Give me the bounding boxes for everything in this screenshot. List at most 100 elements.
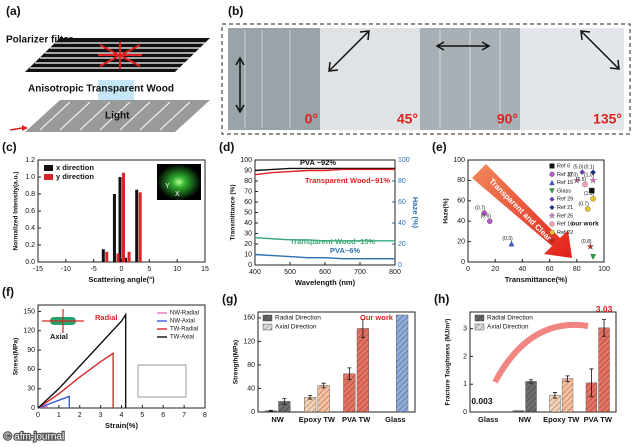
y-tick-label: 0.0 (25, 259, 35, 266)
legend-marker (549, 196, 555, 202)
y-tick-label: 3 (463, 326, 467, 333)
x-tick-label: 60 (546, 266, 554, 273)
x-tick-label: 40 (519, 266, 527, 273)
y2-tick-label: 80 (398, 178, 406, 185)
x-axis-label: Scattering angle(°) (88, 275, 155, 284)
y-tick-label: 1.0 (25, 174, 35, 181)
bar (135, 189, 139, 262)
strain-arrows (42, 309, 84, 333)
value-label: 3.03 (596, 304, 613, 314)
x-axis-label: Transmittance(%) (505, 275, 568, 284)
light-stripes (39, 101, 191, 131)
y-tick-label: 40 (457, 218, 465, 225)
x-tick-label: 400 (249, 269, 261, 276)
x-tick-label: PVA TW (342, 415, 371, 424)
x-tick-label: 500 (284, 269, 296, 276)
legend-marker (549, 204, 555, 211)
polarizer-text: Polarizer filter (6, 35, 73, 46)
point (589, 187, 595, 194)
point (586, 242, 595, 250)
plot-frame (254, 159, 396, 266)
annotation: PVA ~92% (300, 158, 336, 167)
legend-label: Ref 6 (557, 163, 570, 169)
legend-label: Glass (557, 188, 571, 194)
bar-hatch (304, 397, 316, 412)
x-tick-label: 700 (354, 269, 366, 276)
y-tick-label: 120 (23, 328, 35, 335)
y-tick-label: 60 (244, 199, 252, 206)
y-tick-label: 160 (243, 315, 255, 322)
error-bar (360, 319, 365, 338)
annotation: Transparent Wood~91% (305, 176, 390, 185)
x-axis-label: Strain(%) (105, 421, 138, 430)
y-tick-label: 120 (243, 338, 255, 345)
inset-image (157, 164, 201, 200)
x-tick-label: 100 (598, 266, 610, 273)
x-tick-label: Epoxy TW (543, 415, 580, 424)
x-tick-label: 0 (36, 412, 40, 419)
legend-hatch (475, 315, 484, 321)
point (584, 206, 591, 212)
legend-marker (549, 229, 555, 235)
series-line (37, 395, 71, 409)
x-tick-label: NW (271, 415, 284, 424)
legend-label: y direction (56, 172, 94, 181)
legend-label: TW-Axial (170, 335, 194, 341)
plot-frame (467, 159, 605, 263)
error-bar (347, 367, 352, 381)
x-tick-label: NW (519, 415, 532, 424)
y-axis-label: Stress(MPa) (13, 338, 20, 376)
error-bar (321, 382, 326, 389)
panel-b: (b) (221, 4, 631, 135)
angle-label: 135° (593, 111, 622, 127)
x-tick-label: 4 (120, 412, 124, 419)
x-tick-label: -10 (61, 266, 71, 273)
error-bar (282, 398, 287, 405)
y-tick-label: 40 (247, 385, 255, 392)
y-tick-label: 80 (247, 362, 255, 369)
legend-swatch (44, 165, 53, 171)
y2-tick-label: 60 (398, 199, 406, 206)
frame (221, 23, 631, 135)
point (582, 181, 588, 188)
x-tick-label: 5 (147, 266, 151, 273)
error-bar (602, 319, 607, 337)
point-label: (1.0) (584, 173, 595, 179)
y-tick-label: 90 (27, 347, 35, 354)
bar-hatch (562, 378, 574, 412)
watermark: © afm-journal (4, 432, 64, 443)
x-tick-label: 7 (182, 412, 186, 419)
panel-label: (e) (432, 140, 447, 154)
y2-axis-label: Haze (%) (411, 197, 420, 229)
legend-marker (549, 179, 555, 186)
panel-label: (h) (434, 292, 449, 306)
legend-label: Radial Direction (275, 315, 321, 322)
legend-hatch (263, 315, 272, 321)
y2-tick-label: 100 (398, 157, 410, 164)
y-tick-label: 100 (240, 157, 252, 164)
bar-hatch (357, 328, 369, 412)
angle-label: 90° (497, 111, 518, 127)
x-tick-label: Epoxy TW (299, 415, 336, 424)
y-tick-label: 80 (457, 177, 465, 184)
y-tick-label: 30 (27, 386, 35, 393)
point (481, 210, 488, 216)
panel-label: (a) (6, 4, 21, 18)
x-tick-label: Glass (478, 415, 498, 424)
panel-a: (a) Polarizer filter Anisotropic Transpa… (6, 4, 210, 132)
plot-frame (37, 304, 206, 409)
y-tick-label: 40 (244, 220, 252, 227)
annotation: Radial (95, 313, 118, 322)
bar-hatch (525, 381, 537, 412)
y2-tick-label: 20 (398, 241, 406, 248)
y-tick-label: 20 (457, 238, 465, 245)
legend-marker (548, 212, 556, 219)
error-bar (552, 392, 557, 399)
bar-hatch (598, 327, 610, 412)
point-label: (0.8) (581, 239, 592, 245)
y-tick-label: 20 (244, 241, 252, 248)
series-line (254, 253, 395, 260)
point (579, 169, 586, 176)
polarization-arrows (235, 30, 620, 114)
trend-arrow (472, 164, 572, 258)
